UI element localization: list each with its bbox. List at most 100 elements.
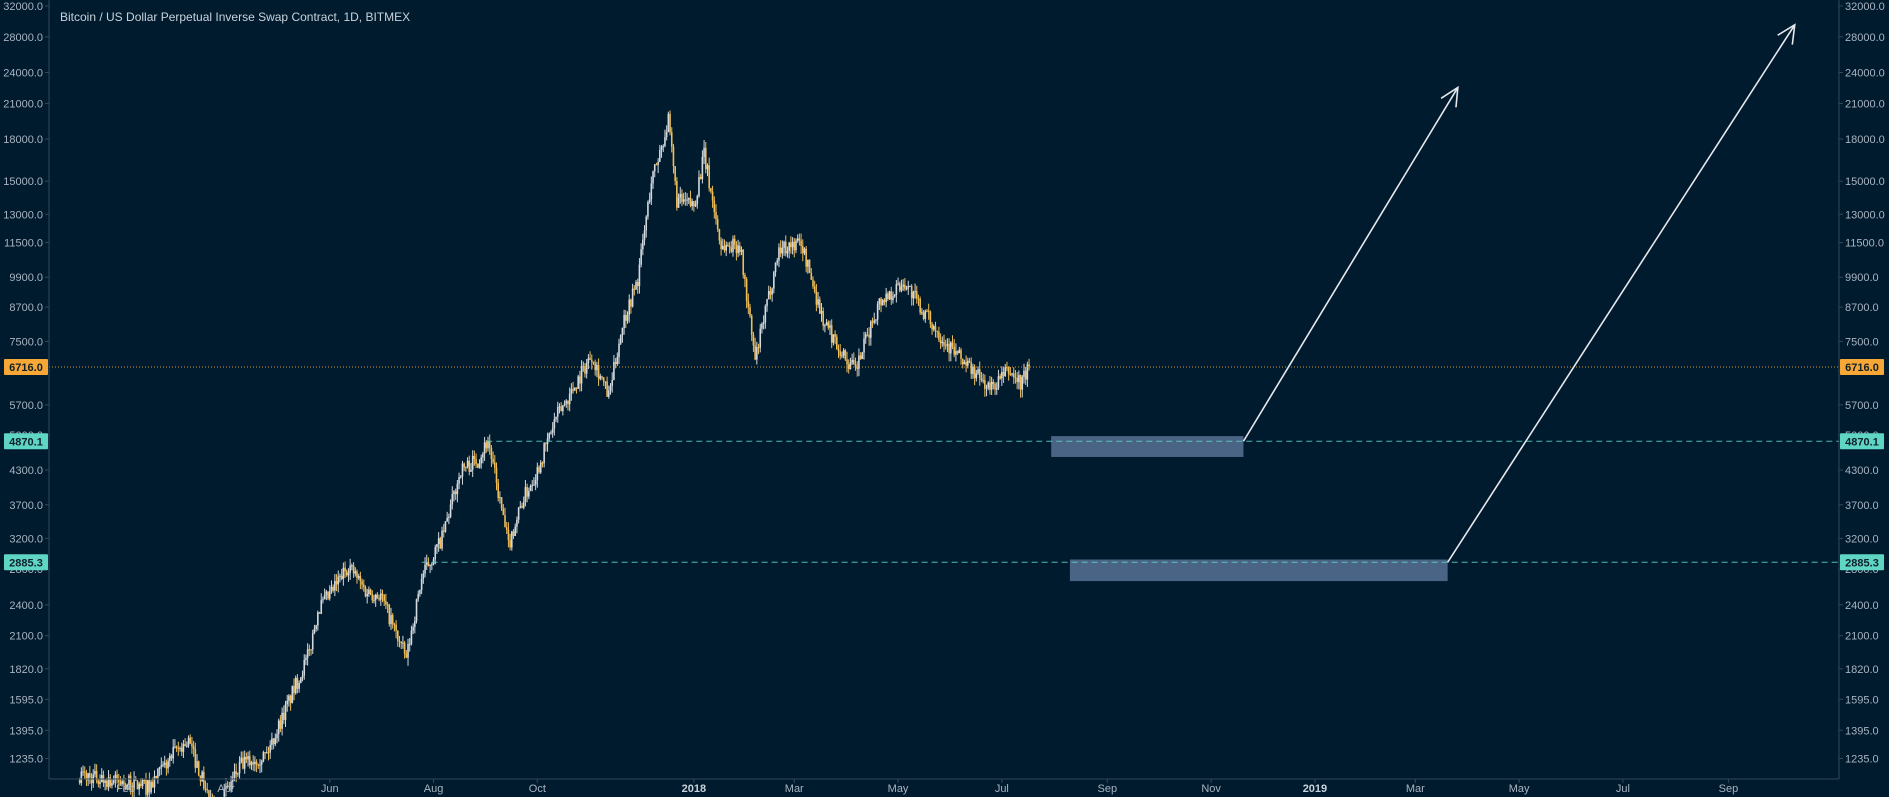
candle-body (999, 376, 1001, 379)
candle-body (818, 299, 821, 314)
price-tags: 6716.0 6716.0 4870.1 4870.1 2885.3 2885.3 (4, 358, 1884, 571)
candle-body (599, 376, 602, 379)
candle-body (85, 772, 88, 781)
candle-body (672, 146, 675, 167)
x-tick-label: 2019 (1303, 783, 1327, 795)
candle-body (703, 147, 705, 157)
candle-body (541, 462, 544, 464)
candle-body (521, 506, 523, 508)
candle-body (451, 494, 454, 505)
candle-body (812, 279, 814, 287)
candle-body (854, 364, 857, 368)
candle-body (524, 487, 527, 502)
candle-body (1021, 376, 1024, 390)
x-tick-label: Sep (1719, 783, 1739, 795)
price-tag-right-label: 4870.1 (1845, 436, 1879, 448)
candle-body (248, 756, 251, 766)
candle-body (611, 379, 614, 386)
candle-body (990, 381, 993, 390)
projection-arrow-2 (1446, 24, 1796, 563)
candle-body (526, 487, 528, 497)
candle-body (107, 777, 110, 787)
candle-body (980, 378, 983, 381)
x-tick-label: Sep (1098, 783, 1118, 795)
candle-body (573, 387, 576, 391)
candle-body (776, 260, 779, 263)
candle-body (473, 455, 476, 459)
candle-body (291, 685, 294, 703)
candle-body (790, 242, 792, 248)
candle-body (507, 529, 510, 540)
candle-body (604, 381, 607, 383)
candle-body (243, 756, 246, 769)
candle-body (398, 640, 401, 642)
candle-body (78, 780, 81, 784)
candle-body (834, 334, 836, 337)
candle-body (608, 390, 610, 397)
candle-body (997, 376, 1000, 389)
candle-body (873, 320, 876, 323)
candle-body (145, 780, 147, 795)
candle-body (400, 641, 403, 644)
candle-body (505, 527, 508, 530)
arrow-head-2 (1777, 23, 1796, 45)
candle-body (296, 677, 299, 689)
candle-body (965, 362, 967, 366)
candle-body (449, 504, 452, 517)
candle-body (247, 756, 249, 760)
candle-body (844, 350, 847, 360)
candle-body (568, 393, 571, 405)
candle-body (470, 469, 472, 472)
price-tag-left (4, 358, 48, 375)
candle-body (356, 571, 358, 578)
candle-body (1023, 370, 1025, 377)
candle-body (373, 599, 375, 601)
candle-body (126, 784, 129, 790)
candle-body (332, 586, 334, 591)
candle-body (271, 738, 273, 745)
candle-body (163, 762, 166, 765)
candle-body (885, 293, 887, 303)
candle-body (82, 771, 84, 773)
y-tick-label-left: 3200.0 (9, 533, 43, 545)
candle-body (267, 752, 270, 754)
candle-body (810, 272, 813, 280)
candle-body (490, 447, 493, 459)
candle-body (946, 343, 949, 346)
x-tick-label: May (888, 783, 909, 795)
candle-body (465, 466, 467, 468)
candle-body (458, 477, 460, 484)
candle-body (235, 771, 237, 775)
candle-body (252, 762, 254, 765)
candle-body (233, 771, 236, 778)
candle-body (917, 298, 920, 300)
candle-body (870, 321, 872, 338)
candle-body (698, 177, 700, 197)
candle-body (951, 342, 954, 347)
candle-body (864, 334, 867, 339)
candle-body (587, 358, 590, 364)
candle-body (182, 744, 185, 752)
candle-body (425, 562, 428, 565)
candle-body (679, 194, 682, 198)
candle-body (143, 779, 146, 781)
candle-body (308, 649, 311, 651)
candle-body (420, 578, 423, 591)
candle-body (1024, 370, 1027, 380)
candle-body (237, 773, 239, 775)
projection-arrow-1 (1242, 87, 1459, 442)
candle-body (961, 358, 964, 365)
candle-body (225, 785, 227, 790)
candle-body (710, 188, 712, 192)
candle-body (984, 380, 986, 389)
candle-body (858, 355, 860, 369)
candle-body (146, 780, 149, 795)
candle-body (655, 164, 658, 166)
candle-body (824, 325, 826, 327)
candle-body (371, 594, 374, 601)
candle-body (601, 376, 603, 378)
candle-body (325, 591, 328, 595)
candle-body (704, 147, 707, 170)
y-tick-label-right: 3200.0 (1845, 533, 1879, 545)
